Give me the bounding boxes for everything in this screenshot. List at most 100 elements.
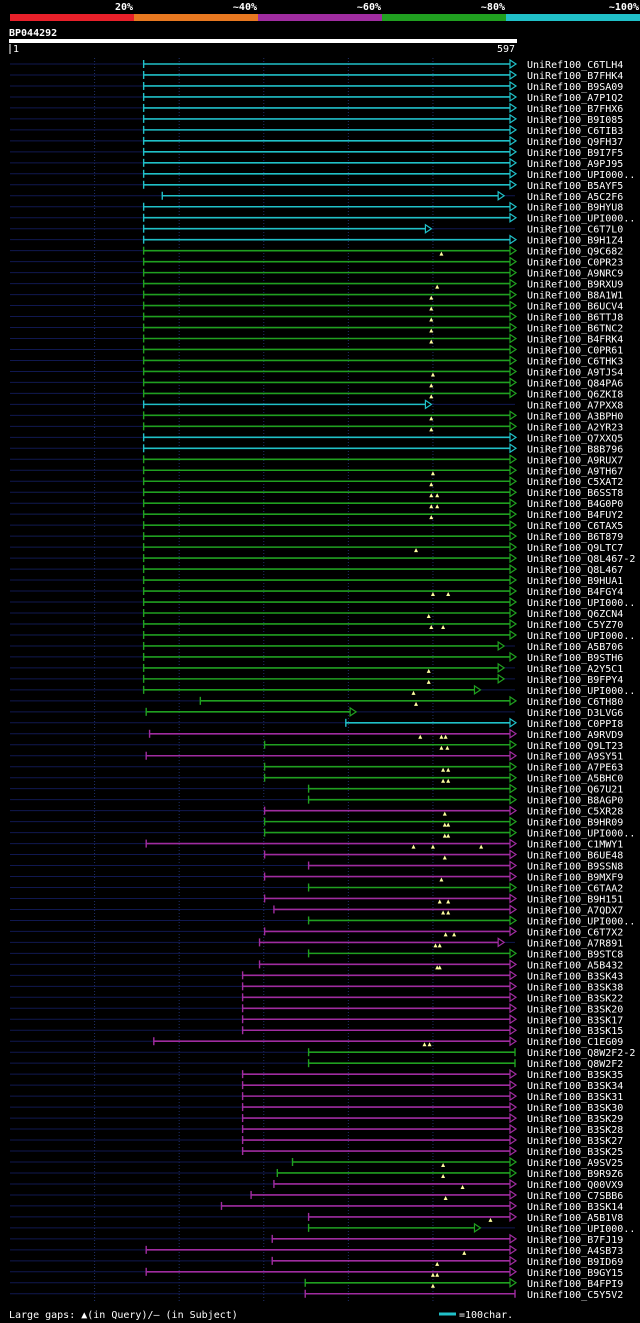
hit-label[interactable]: UniRef100_A9PJ95 <box>527 159 623 170</box>
hit-label[interactable]: UniRef100_C1MWY1 <box>527 840 623 851</box>
hit-row[interactable]: UniRef100_B9RXU9 <box>10 278 623 291</box>
hit-row[interactable]: UniRef100_B3SK25 <box>10 1145 623 1158</box>
hit-label[interactable]: UniRef100_C6TH80 <box>527 697 623 708</box>
hit-label[interactable]: UniRef100_B9I085 <box>527 115 623 126</box>
hit-row[interactable]: UniRef100_A9PJ95 <box>10 157 623 170</box>
hit-label[interactable]: UniRef100_B8B796 <box>527 444 623 455</box>
hit-label[interactable]: UniRef100_B4FGY4 <box>527 587 623 598</box>
hit-row[interactable]: UniRef100_A5B432 <box>10 959 623 971</box>
hit-row[interactable]: UniRef100_B7FJ19 <box>10 1233 623 1246</box>
hit-label[interactable]: UniRef100_C5YZ70 <box>527 620 623 631</box>
hit-label[interactable]: UniRef100_UPI000.. <box>527 170 635 181</box>
hit-label[interactable]: UniRef100_A9SV25 <box>527 1158 623 1169</box>
hit-row[interactable]: UniRef100_UPI000.. <box>10 629 635 642</box>
hit-label[interactable]: UniRef100_C6THK3 <box>527 356 623 367</box>
hit-label[interactable]: UniRef100_C6TIB3 <box>527 126 623 137</box>
hit-label[interactable]: UniRef100_A7QDX7 <box>527 905 623 916</box>
hit-label[interactable]: UniRef100_B3SK15 <box>527 1026 623 1037</box>
hit-label[interactable]: UniRef100_A2YR23 <box>527 422 623 433</box>
hit-label[interactable]: UniRef100_UPI000.. <box>527 214 635 225</box>
hit-row[interactable]: UniRef100_C0PPI8 <box>10 717 623 730</box>
hit-label[interactable]: UniRef100_Q8W2F2-2 <box>527 1048 635 1059</box>
hit-row[interactable]: UniRef100_A7R891 <box>10 937 623 949</box>
hit-label[interactable]: UniRef100_B5AYF5 <box>527 181 623 192</box>
hit-row[interactable]: UniRef100_B3SK20 <box>10 1003 623 1015</box>
hit-label[interactable]: UniRef100_A7PE63 <box>527 763 623 774</box>
hit-row[interactable]: UniRef100_A2YR23 <box>10 421 623 433</box>
hit-label[interactable]: UniRef100_B9HYU8 <box>527 203 623 214</box>
hit-label[interactable]: UniRef100_B9RXU9 <box>527 280 623 291</box>
hit-row[interactable]: UniRef100_B3SK35 <box>10 1069 623 1081</box>
hit-label[interactable]: UniRef100_UPI000.. <box>527 829 635 840</box>
hit-label[interactable]: UniRef100_B9STH6 <box>527 653 623 664</box>
hit-label[interactable]: UniRef100_C6T7X2 <box>527 927 623 938</box>
hit-label[interactable]: UniRef100_B6UCV4 <box>527 302 623 313</box>
hit-label[interactable]: UniRef100_C1EG09 <box>527 1037 623 1048</box>
hit-row[interactable]: UniRef100_B8B796 <box>10 443 623 455</box>
hit-row[interactable]: UniRef100_B9I085 <box>10 113 623 126</box>
hit-row[interactable]: UniRef100_Q6ZKI8 <box>10 388 623 400</box>
hit-label[interactable]: UniRef100_C6TAA2 <box>527 884 623 895</box>
hit-label[interactable]: UniRef100_Q9LTC7 <box>527 543 623 554</box>
hit-label[interactable]: UniRef100_A5B706 <box>527 642 623 653</box>
hit-row[interactable]: UniRef100_B9HYU8 <box>10 201 623 214</box>
hit-row[interactable]: UniRef100_B9STC8 <box>10 948 623 960</box>
hit-row[interactable]: UniRef100_B3SK43 <box>10 970 623 982</box>
hit-label[interactable]: UniRef100_B9HUA1 <box>527 576 623 587</box>
hit-label[interactable]: UniRef100_C0PR61 <box>527 345 623 356</box>
hit-row[interactable]: UniRef100_B3SK30 <box>10 1101 623 1114</box>
hit-row[interactable]: UniRef100_A5B1V8 <box>10 1211 623 1224</box>
hit-label[interactable]: UniRef100_A9RVD9 <box>527 730 623 741</box>
hit-row[interactable]: UniRef100_A3BPH0 <box>10 410 623 422</box>
hit-row[interactable]: UniRef100_C5XAT2 <box>10 476 623 488</box>
hit-row[interactable]: UniRef100_B9H151 <box>10 893 623 905</box>
hit-row[interactable]: UniRef100_A7PE63 <box>10 761 623 774</box>
hit-row[interactable]: UniRef100_C6TAX5 <box>10 520 623 532</box>
hit-row[interactable]: UniRef100_UPI000.. <box>10 1222 635 1235</box>
hit-row[interactable]: UniRef100_Q8L467-2 <box>10 552 635 565</box>
hit-label[interactable]: UniRef100_B4G0P0 <box>527 499 623 510</box>
hit-label[interactable]: UniRef100_UPI000.. <box>527 686 635 697</box>
hit-label[interactable]: UniRef100_Q6ZCN4 <box>527 609 623 620</box>
hit-label[interactable]: UniRef100_A7PXX8 <box>527 400 623 411</box>
hit-label[interactable]: UniRef100_Q8L467 <box>527 565 623 576</box>
hit-label[interactable]: UniRef100_A9RUX7 <box>527 455 623 466</box>
hit-row[interactable]: UniRef100_B9STH6 <box>10 651 623 664</box>
hit-label[interactable]: UniRef100_B6TTJ8 <box>527 313 623 324</box>
hit-label[interactable]: UniRef100_B3SK30 <box>527 1103 623 1114</box>
hit-label[interactable]: UniRef100_B3SK22 <box>527 993 623 1004</box>
hit-row[interactable]: UniRef100_B4FPI9 <box>10 1277 623 1290</box>
hit-label[interactable]: UniRef100_B9I7F5 <box>527 148 623 159</box>
hit-row[interactable]: UniRef100_C6TLH4 <box>10 58 623 71</box>
hit-row[interactable]: UniRef100_Q6ZCN4 <box>10 607 623 620</box>
hit-row[interactable]: UniRef100_B3SK34 <box>10 1080 623 1092</box>
hit-label[interactable]: UniRef100_B3SK31 <box>527 1092 623 1103</box>
hit-label[interactable]: UniRef100_A9TH67 <box>527 466 623 477</box>
hit-row[interactable]: UniRef100_B4G0P0 <box>10 498 623 510</box>
hit-label[interactable]: UniRef100_B4FUY2 <box>527 510 623 521</box>
hit-label[interactable]: UniRef100_Q84PA6 <box>527 378 623 389</box>
hit-row[interactable]: UniRef100_A9TJS4 <box>10 366 623 378</box>
hit-label[interactable]: UniRef100_B3SK17 <box>527 1015 623 1026</box>
hit-row[interactable]: UniRef100_UPI000.. <box>10 212 635 225</box>
hit-row[interactable]: UniRef100_A9TH67 <box>10 465 623 477</box>
hit-row[interactable]: UniRef100_A7P1Q2 <box>10 91 623 104</box>
hit-row[interactable]: UniRef100_B9SA09 <box>10 80 623 93</box>
hit-label[interactable]: UniRef100_B3SK34 <box>527 1081 623 1092</box>
hit-row[interactable]: UniRef100_B9I7F5 <box>10 146 623 159</box>
hit-row[interactable]: UniRef100_Q67U21 <box>10 783 623 796</box>
hit-row[interactable]: UniRef100_B3SK22 <box>10 992 623 1004</box>
hit-label[interactable]: UniRef100_B3SK38 <box>527 982 623 993</box>
hit-label[interactable]: UniRef100_A5B432 <box>527 960 623 971</box>
hit-label[interactable]: UniRef100_B3SK20 <box>527 1004 623 1015</box>
hit-label[interactable]: UniRef100_B6SST8 <box>527 488 623 499</box>
hit-label[interactable]: UniRef100_A4SB73 <box>527 1246 623 1257</box>
hit-row[interactable]: UniRef100_Q9C682 <box>10 245 623 258</box>
hit-label[interactable]: UniRef100_C0PR23 <box>527 258 623 269</box>
hit-row[interactable]: UniRef100_Q8L467 <box>10 563 623 576</box>
hit-row[interactable]: UniRef100_A9SY51 <box>10 750 623 763</box>
hit-row[interactable]: UniRef100_B8AGP0 <box>10 794 623 807</box>
hit-row[interactable]: UniRef100_A4SB73 <box>10 1244 623 1257</box>
hit-row[interactable]: UniRef100_B9GY15 <box>10 1266 623 1279</box>
hit-label[interactable]: UniRef100_B6UE48 <box>527 851 623 862</box>
